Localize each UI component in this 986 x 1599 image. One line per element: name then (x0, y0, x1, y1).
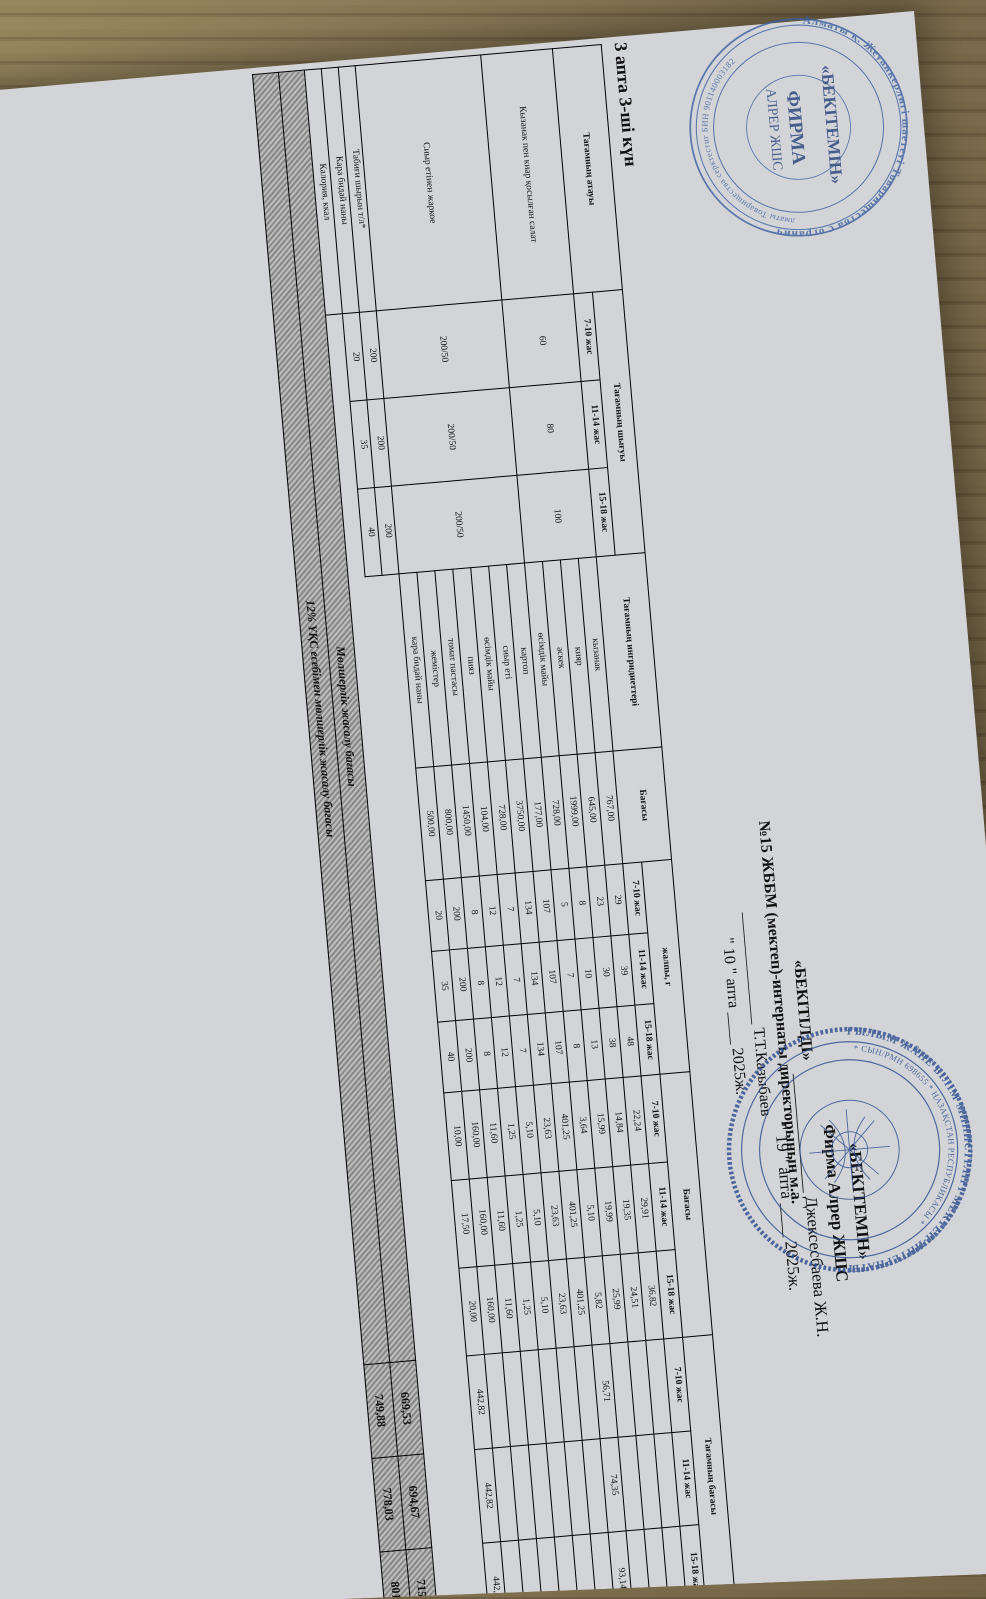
svg-text:АЛРЕР ЖШС: АЛРЕР ЖШС (764, 88, 786, 171)
svg-text:ФИРМА: ФИРМА (782, 90, 809, 166)
svg-text:ҒЫЛЫМ ЖӒНЕ БІЛІМ МИНИСТРЛІГІ М: ҒЫЛЫМ ЖӒНЕ БІЛІМ МИНИСТРЛІГІ МЕКТЕП-ИНТЕ… (827, 1016, 984, 1275)
svg-text:* СЫН/РМН 698655 * ҢАЗАҚСТАН Р: * СЫН/РМН 698655 * ҢАЗАҚСТАН РЕСПУБЛИКАС… (852, 1035, 963, 1232)
svg-text:«БЕКІТЕМІН»: «БЕКІТЕМІН» (817, 64, 846, 185)
